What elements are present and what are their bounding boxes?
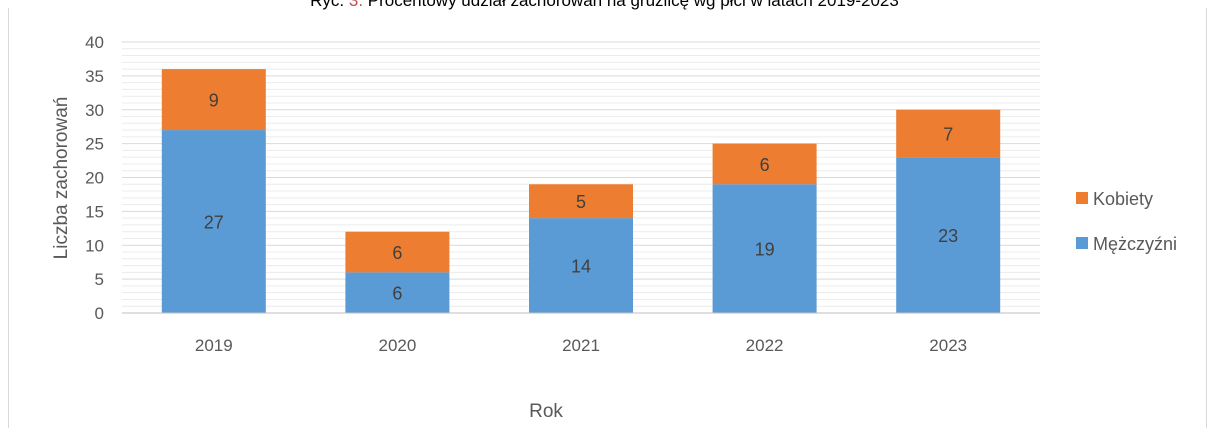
data-label: 5 (576, 192, 586, 212)
bar-kobiety-2019 (161, 69, 266, 131)
bar-kobiety-2022 (712, 143, 817, 185)
data-label: 19 (755, 240, 775, 260)
legend-label: Kobiety (1093, 189, 1153, 209)
bar-mezczyzni-2019 (161, 130, 266, 313)
y-tick-label: 30 (85, 101, 104, 120)
y-tick-label: 10 (85, 236, 104, 255)
data-label: 6 (392, 284, 402, 304)
data-label: 23 (938, 226, 958, 246)
y-tick-label: 35 (85, 67, 104, 86)
data-label: 9 (209, 91, 219, 111)
x-tick-label: 2021 (562, 336, 600, 355)
y-tick-label: 0 (95, 304, 104, 323)
bar-mezczyzni-2022 (712, 184, 817, 313)
data-label: 7 (943, 124, 953, 144)
bar-mezczyzni-2023 (896, 157, 1001, 313)
bar-kobiety-2020 (345, 231, 450, 273)
legend-swatch (1076, 237, 1088, 249)
chart-title-number: 3. (348, 0, 364, 10)
data-label: 27 (204, 213, 224, 233)
x-tick-label: 2019 (195, 336, 233, 355)
data-label: 14 (571, 257, 591, 277)
y-tick-label: 15 (85, 202, 104, 221)
x-tick-label: 2023 (929, 336, 967, 355)
chart-frame (8, 8, 1207, 428)
y-tick-label: 5 (95, 270, 104, 289)
chart-title: Ryc. 3. Procentowy udział zachorowań na … (0, 0, 1209, 11)
legend-swatch (1076, 192, 1088, 204)
y-tick-label: 40 (85, 33, 104, 52)
bar-mezczyzni-2020 (345, 272, 450, 313)
chart-title-prefix: Ryc. (310, 0, 349, 10)
y-tick-label: 25 (85, 135, 104, 154)
y-tick-label: 20 (85, 169, 104, 188)
legend-label: Mężczyźni (1093, 234, 1177, 254)
y-axis-title: Liczba zachorowań (51, 97, 72, 260)
data-label: 6 (760, 155, 770, 175)
x-axis-title: Rok (529, 401, 563, 422)
x-tick-label: 2022 (746, 336, 784, 355)
bar-kobiety-2023 (896, 109, 1001, 158)
x-tick-label: 2020 (378, 336, 416, 355)
bar-mezczyzni-2021 (529, 218, 633, 313)
chart-title-text: Procentowy udział zachorowań na gruźlicę… (363, 0, 899, 10)
bar-kobiety-2021 (529, 184, 633, 219)
data-label: 6 (392, 243, 402, 263)
